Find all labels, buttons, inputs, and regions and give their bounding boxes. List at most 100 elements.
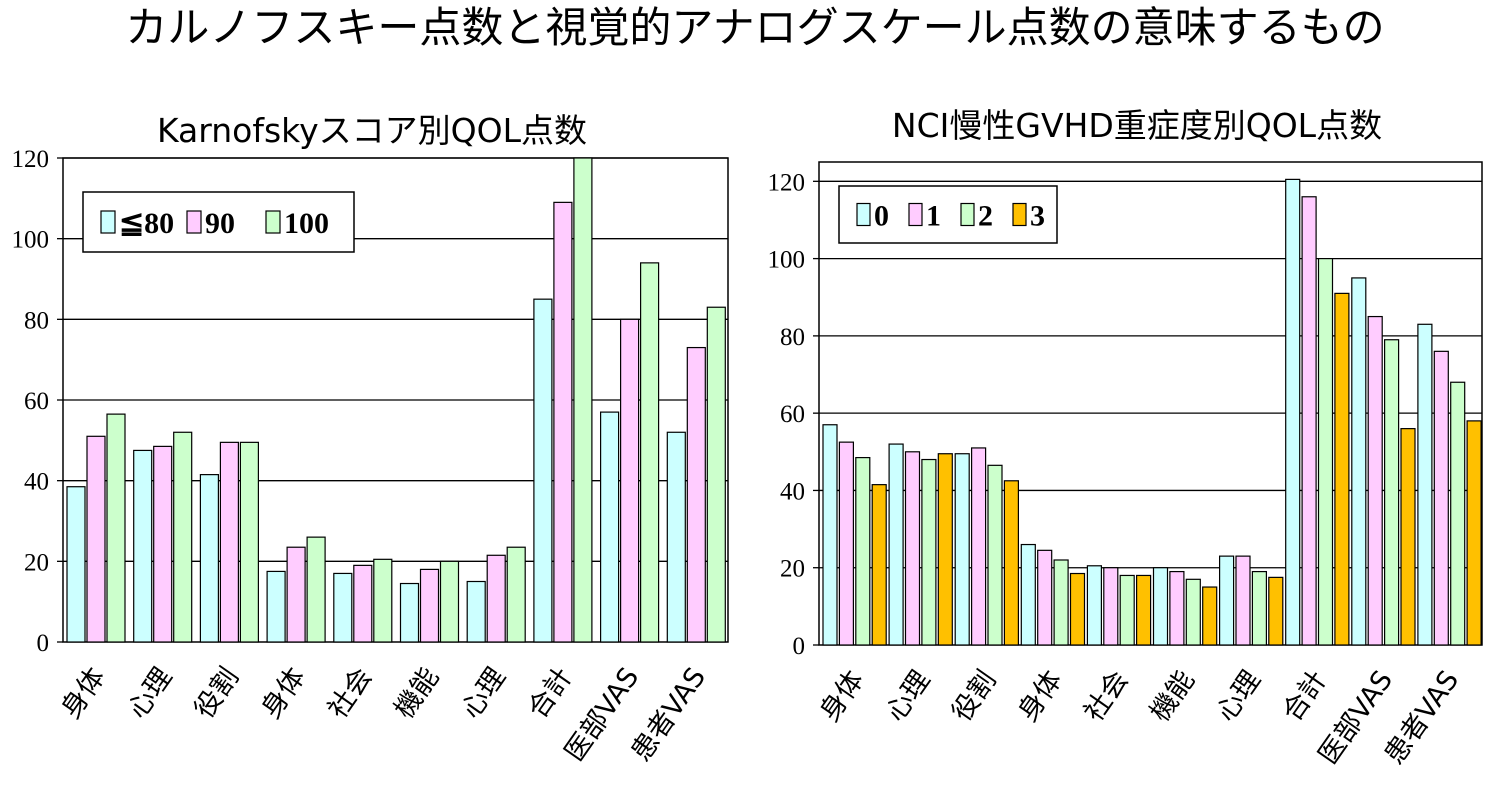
legend-swatch	[960, 202, 975, 227]
bar	[937, 453, 953, 646]
bar	[599, 411, 620, 643]
bar	[1218, 555, 1235, 646]
bar	[419, 568, 440, 643]
bar	[266, 570, 286, 643]
category-label: 心理	[880, 665, 936, 727]
legend-swatch	[186, 210, 202, 234]
page-title: カルノフスキー点数と視覚的アナログスケール点数の意味するもの	[125, 3, 1385, 52]
bar	[1450, 381, 1466, 646]
bar	[1069, 572, 1086, 646]
bar	[1417, 323, 1433, 646]
bar	[106, 413, 126, 643]
y-tick-label: 100	[12, 227, 50, 254]
category-label: 役割	[189, 662, 245, 724]
bar	[533, 298, 553, 643]
bar	[970, 447, 987, 646]
legend-swatch	[908, 202, 923, 227]
bar	[888, 443, 904, 646]
legend-label: 100	[284, 207, 329, 240]
category-label: 機能	[389, 662, 445, 724]
category-label: 合計	[1277, 665, 1333, 727]
y-tick-label: 60	[24, 388, 49, 415]
y-tick-label: 40	[780, 478, 805, 505]
bar	[822, 424, 838, 646]
legend-swatch	[1012, 202, 1027, 227]
bar	[439, 560, 460, 643]
y-tick-label: 100	[768, 247, 806, 274]
category-label: 社会	[1078, 665, 1134, 727]
bar	[1383, 339, 1400, 646]
bar	[1433, 350, 1449, 646]
category-label: 社会	[322, 662, 378, 724]
bar	[1351, 277, 1367, 646]
y-tick-label: 0	[793, 633, 806, 660]
y-tick-label: 20	[24, 549, 49, 576]
y-tick-label: 20	[780, 556, 805, 583]
bar	[1003, 480, 1020, 646]
category-label: 身体	[255, 662, 311, 724]
bar	[987, 464, 1003, 646]
bar	[954, 453, 970, 646]
bar	[904, 451, 921, 646]
bar	[1020, 543, 1036, 646]
bar	[466, 580, 486, 643]
bar	[239, 441, 259, 643]
bar	[1135, 574, 1152, 646]
bar	[1334, 292, 1350, 646]
category-label: 心理	[456, 662, 512, 724]
bar	[1367, 315, 1383, 646]
chart-title: Karnofskyスコア別QOL点数	[157, 111, 587, 150]
bar	[921, 458, 937, 646]
bar	[1086, 565, 1103, 646]
bar	[86, 435, 106, 643]
legend-swatch	[100, 210, 116, 234]
bar	[1400, 428, 1416, 646]
y-tick-label: 80	[780, 324, 805, 351]
bar	[486, 554, 506, 643]
bar	[353, 564, 373, 643]
bar	[1466, 420, 1482, 646]
bar	[219, 441, 239, 643]
bar	[66, 486, 86, 643]
y-tick-label: 40	[24, 469, 49, 496]
category-label: 機能	[1144, 665, 1200, 727]
bar	[639, 262, 660, 643]
chart-gvhd-severity: NCI慢性GVHD重症度別QOL点数020406080100120身体 心理 役割身…	[768, 106, 1483, 770]
bar	[373, 558, 393, 643]
y-tick-label: 80	[24, 307, 49, 334]
y-tick-label: 120	[12, 146, 50, 173]
category-label: 合計	[522, 662, 578, 724]
category-label: 身体	[1012, 665, 1068, 727]
legend-swatch	[265, 210, 281, 234]
legend-label: 90	[205, 207, 235, 240]
bar	[855, 456, 871, 646]
category-label: 役割	[946, 665, 1002, 727]
bar	[1202, 586, 1218, 646]
bar	[199, 474, 219, 643]
legend-box	[82, 191, 355, 253]
bar	[1251, 570, 1268, 646]
bar	[506, 546, 526, 643]
bar	[399, 582, 420, 643]
legend-label: 3	[1030, 200, 1045, 233]
bar	[333, 572, 353, 643]
bar	[1053, 559, 1069, 646]
bar	[1285, 178, 1301, 646]
category-label: 心理	[122, 662, 178, 724]
category-label: 身体	[814, 665, 870, 727]
legend-swatch	[856, 202, 871, 227]
bar	[1317, 258, 1334, 646]
bar	[619, 318, 640, 643]
chart-title: NCI慢性GVHD重症度別QOL点数	[892, 106, 1382, 145]
category-label: 身体	[55, 662, 111, 724]
bar	[133, 449, 153, 643]
y-tick-label: 0	[37, 630, 50, 657]
bar	[706, 306, 726, 643]
bar	[1152, 567, 1169, 646]
bar	[871, 484, 887, 646]
bar	[686, 346, 706, 643]
chart-karnofsky: Karnofskyスコア別QOL点数020406080100120身体 心理 役割身…	[12, 111, 729, 767]
bar	[1301, 196, 1317, 646]
bar	[1119, 574, 1135, 646]
legend-label: ≦80	[119, 207, 174, 240]
